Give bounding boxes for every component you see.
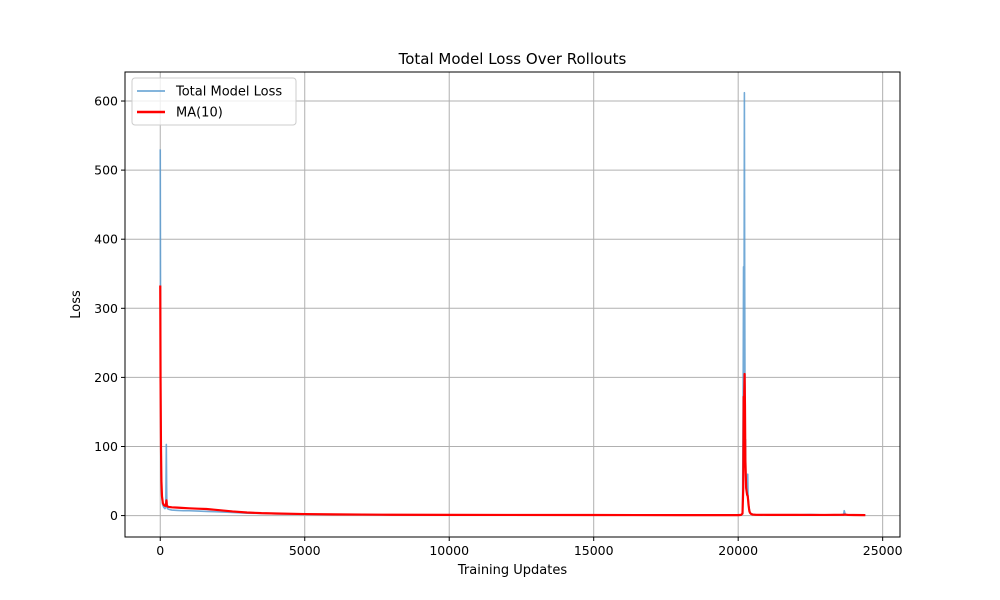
- series-line-ma10: [159, 285, 866, 517]
- legend: Total Model Loss MA(10): [131, 77, 297, 126]
- x-tick-label: 5000: [289, 543, 321, 558]
- y-tick-label: 100: [94, 439, 118, 454]
- y-tick-label: 400: [94, 232, 118, 247]
- y-tick-label: 300: [94, 301, 118, 316]
- legend-box: [131, 77, 297, 126]
- y-axis-label: Loss: [69, 290, 84, 319]
- plot-background: [125, 72, 900, 537]
- x-tick-label: 10000: [429, 543, 469, 558]
- y-tick-label: 0: [110, 508, 118, 523]
- x-tick-label: 0: [156, 543, 164, 558]
- series-layer: [159, 91, 866, 517]
- x-tick-label: 20000: [718, 543, 758, 558]
- chart-title: Total Model Loss Over Rollouts: [398, 50, 627, 68]
- x-axis: 0 5000 10000 15000 20000 25000: [156, 537, 903, 558]
- y-axis: 0 100 200 300 400 500 600: [94, 94, 125, 523]
- legend-label-total-model-loss: Total Model Loss: [175, 85, 282, 100]
- legend-label-ma10: MA(10): [176, 106, 223, 121]
- plot-frame: [124, 71, 901, 538]
- y-tick-label: 500: [94, 163, 118, 178]
- x-axis-label: Training Updates: [457, 563, 568, 578]
- y-tick-label: 200: [94, 370, 118, 385]
- x-tick-label: 25000: [863, 543, 903, 558]
- x-tick-label: 15000: [574, 543, 614, 558]
- y-tick-label: 600: [94, 94, 118, 109]
